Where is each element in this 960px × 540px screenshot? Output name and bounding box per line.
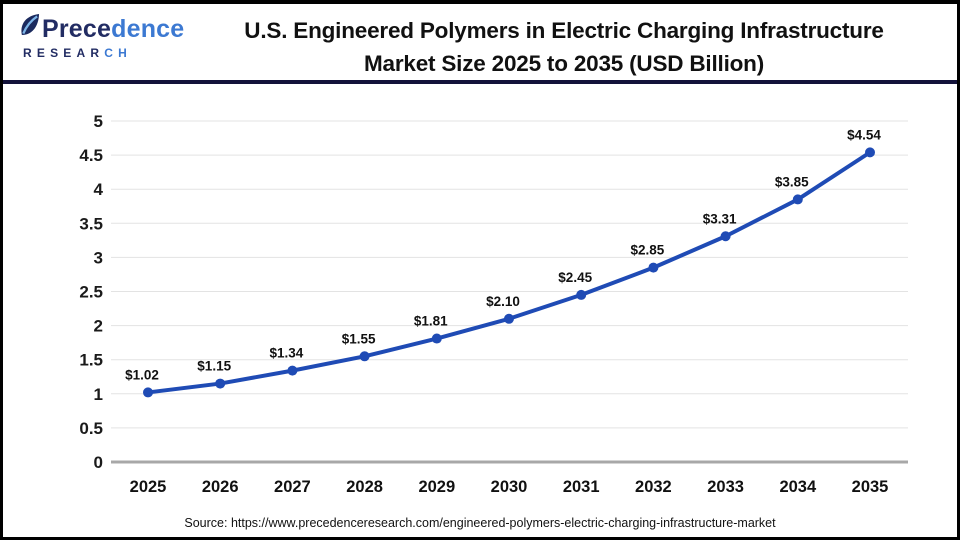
y-tick-label: 4 xyxy=(94,180,104,199)
x-tick-label-2035: 2035 xyxy=(852,478,889,496)
data-label-2027: $1.34 xyxy=(270,346,304,361)
chart-title-line2: Market Size 2025 to 2035 (USD Billion) xyxy=(363,51,765,76)
y-tick-label: 3.5 xyxy=(79,214,103,233)
data-label-2033: $3.31 xyxy=(703,211,737,226)
y-tick-label: 0 xyxy=(94,453,103,472)
x-tick-label-2028: 2028 xyxy=(346,478,383,496)
brand-subtitle: RESEARCH xyxy=(23,46,132,60)
header: Precedence RESEARCH U.S. Engineered Poly… xyxy=(3,4,957,84)
x-tick-label-2026: 2026 xyxy=(202,478,239,496)
data-label-2029: $1.81 xyxy=(414,314,448,329)
y-tick-label: 2 xyxy=(94,317,103,336)
x-tick-label-2025: 2025 xyxy=(130,478,167,496)
x-tick-label-2030: 2030 xyxy=(491,478,528,496)
market-size-line xyxy=(146,150,872,395)
x-tick-label-2029: 2029 xyxy=(418,478,455,496)
y-tick-label: 4.5 xyxy=(79,146,103,165)
y-tick-label: 2.5 xyxy=(79,283,103,302)
data-point-2032[interactable] xyxy=(648,262,659,273)
data-point-2029[interactable] xyxy=(431,333,442,344)
data-point-2035[interactable] xyxy=(865,147,875,158)
data-point-2026[interactable] xyxy=(215,378,226,389)
data-label-2030: $2.10 xyxy=(486,294,520,309)
data-point-2030[interactable] xyxy=(504,313,514,324)
data-point-2025[interactable] xyxy=(143,387,153,398)
x-tick-label-2032: 2032 xyxy=(635,478,672,496)
data-label-2028: $1.55 xyxy=(342,331,376,346)
data-point-2033[interactable] xyxy=(720,231,731,242)
brand-name: Precedence xyxy=(42,14,185,43)
data-point-2034[interactable] xyxy=(792,194,803,205)
x-tick-label-2027: 2027 xyxy=(274,478,311,496)
data-label-2032: $2.85 xyxy=(631,243,665,258)
y-tick-label: 3 xyxy=(94,248,103,267)
logo-wordmark: Precedence xyxy=(19,13,194,43)
y-tick-label: 0.5 xyxy=(79,419,103,438)
y-tick-label: 5 xyxy=(94,112,103,131)
x-tick-label-2031: 2031 xyxy=(563,478,600,496)
chart-title-line1: U.S. Engineered Polymers in Electric Cha… xyxy=(244,18,884,43)
precedence-research-logo: Precedence RESEARCH xyxy=(19,13,194,60)
source-attribution: Source: https://www.precedenceresearch.c… xyxy=(184,516,776,530)
data-point-2027[interactable] xyxy=(287,365,298,376)
data-label-2035: $4.54 xyxy=(847,127,881,142)
x-tick-label-2033: 2033 xyxy=(707,478,744,496)
data-point-2028[interactable] xyxy=(359,351,370,362)
market-line-chart: 0 0.5 1 1.5 2 2.5 3 3.5 4 4.5 5 2025 2026 2027 2028 202… xyxy=(79,112,908,496)
leaf-icon xyxy=(19,13,40,43)
data-label-2026: $1.15 xyxy=(197,359,231,374)
x-tick-label-2034: 2034 xyxy=(779,478,817,496)
data-point-2031[interactable] xyxy=(576,289,587,300)
chart-title: U.S. Engineered Polymers in Electric Cha… xyxy=(193,14,935,80)
data-label-2034: $3.85 xyxy=(775,174,809,189)
data-label-2031: $2.45 xyxy=(558,270,592,285)
data-label-2025: $1.02 xyxy=(125,367,159,382)
y-tick-label: 1 xyxy=(94,385,103,404)
y-tick-label: 1.5 xyxy=(79,351,103,370)
